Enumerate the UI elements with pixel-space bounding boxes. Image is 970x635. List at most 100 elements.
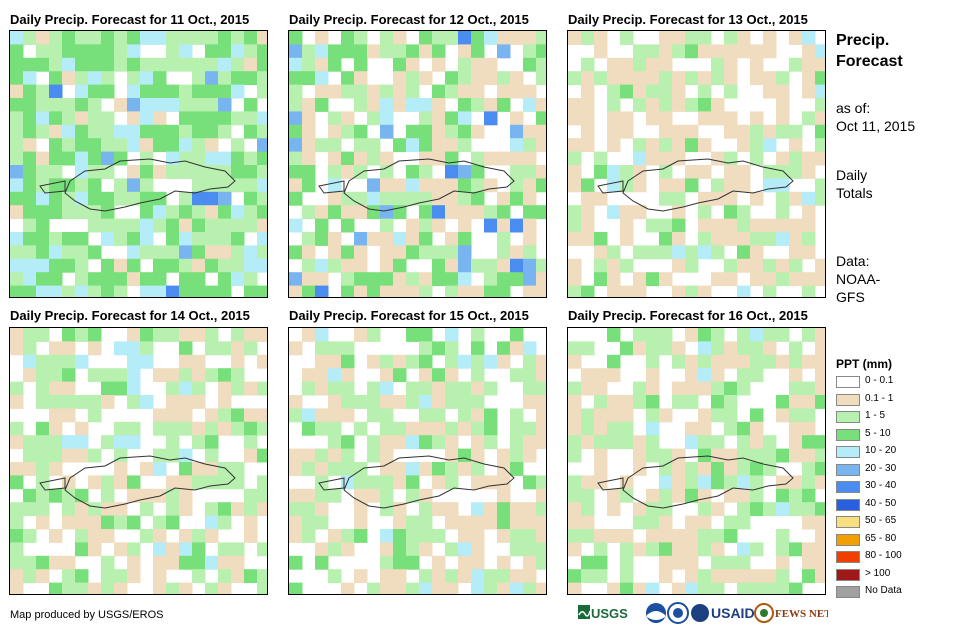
legend-swatch — [836, 586, 860, 598]
precip-cell — [289, 165, 303, 179]
precip-cell — [341, 71, 355, 86]
precip-cell — [620, 408, 634, 423]
precip-cell — [231, 178, 245, 193]
precip-cell — [10, 178, 24, 193]
precip-cell — [257, 488, 267, 503]
precip-cell — [62, 569, 76, 584]
precip-cell — [672, 178, 686, 193]
precip-cell — [75, 31, 89, 45]
precip-cell — [698, 328, 712, 342]
precip-cell — [633, 245, 647, 260]
precip-cell — [244, 285, 258, 297]
precip-cell — [10, 582, 24, 594]
precip-cell — [419, 435, 433, 450]
precip-cell — [802, 245, 816, 260]
legend-label: 0.1 - 1 — [865, 392, 894, 404]
precip-cell — [88, 515, 102, 530]
precip-cell — [205, 31, 219, 45]
precip-cell — [127, 341, 141, 356]
precip-cell — [659, 245, 673, 260]
precip-cell — [231, 421, 245, 436]
precip-cell — [750, 354, 764, 369]
precip-cell — [724, 124, 738, 139]
precip-cell — [10, 542, 24, 557]
precip-cell — [510, 448, 524, 463]
precip-cell — [620, 341, 634, 356]
precip-cell — [445, 151, 459, 166]
precip-cell — [380, 569, 394, 584]
precip-cell — [698, 582, 712, 594]
precip-cell — [406, 328, 420, 342]
precip-cell — [315, 448, 329, 463]
precip-cell — [620, 555, 634, 570]
precip-cell — [698, 31, 712, 45]
precip-cell — [244, 502, 258, 517]
precip-cell — [101, 31, 115, 45]
precip-cell — [36, 218, 50, 233]
precip-cell — [497, 488, 511, 503]
precip-cell — [127, 435, 141, 450]
precip-cell — [776, 502, 790, 517]
precip-cell — [49, 462, 63, 476]
precip-cell — [445, 258, 459, 273]
precip-cell — [315, 258, 329, 273]
precip-cell — [367, 232, 381, 246]
precip-cell — [607, 529, 621, 543]
precip-cell — [101, 44, 115, 59]
precip-cell — [815, 151, 825, 166]
precip-cell — [406, 542, 420, 557]
precip-cell — [218, 124, 232, 139]
precip-cell — [302, 165, 316, 179]
precip-cell — [815, 178, 825, 193]
precip-cell — [10, 569, 24, 584]
precip-cell — [166, 421, 180, 436]
precip-cell — [419, 395, 433, 409]
precip-cell — [10, 205, 24, 220]
precip-cell — [406, 178, 420, 193]
precip-cell — [218, 218, 232, 233]
precip-cell — [88, 178, 102, 193]
precip-cell — [380, 111, 394, 126]
precip-cell — [763, 44, 777, 59]
precip-cell — [568, 218, 582, 233]
precip-cell — [419, 328, 433, 342]
precip-cell — [419, 285, 433, 297]
precip-cell — [432, 408, 446, 423]
precip-cell — [153, 124, 167, 139]
precip-cell — [432, 462, 446, 476]
precip-cell — [244, 178, 258, 193]
precip-cell — [802, 31, 816, 45]
precip-cell — [88, 165, 102, 179]
forecast-map-3 — [567, 30, 826, 298]
precip-cell — [289, 272, 303, 287]
precip-cell — [672, 191, 686, 206]
precip-cell — [737, 285, 751, 297]
precip-cell — [244, 245, 258, 260]
precip-cell — [471, 98, 485, 112]
precip-cell — [218, 395, 232, 409]
precip-cell — [620, 232, 634, 246]
nasa-icon — [667, 602, 689, 624]
precip-cell — [218, 462, 232, 476]
precip-cell — [380, 395, 394, 409]
precip-cell — [497, 285, 511, 297]
precip-cell — [471, 582, 485, 594]
precip-cell — [633, 57, 647, 72]
precip-cell — [510, 71, 524, 86]
precip-cell — [289, 84, 303, 99]
precip-cell — [62, 178, 76, 193]
precip-cell — [776, 232, 790, 246]
precip-cell — [802, 542, 816, 557]
precip-cell — [393, 178, 407, 193]
precip-cell — [646, 57, 660, 72]
precip-cell — [166, 218, 180, 233]
precip-cell — [445, 205, 459, 220]
precip-cell — [698, 218, 712, 233]
precip-cell — [763, 272, 777, 287]
precip-cell — [536, 515, 546, 530]
precip-cell — [205, 408, 219, 423]
precip-cell — [244, 165, 258, 179]
precip-cell — [244, 435, 258, 450]
precip-cell — [737, 569, 751, 584]
precip-cell — [192, 71, 206, 86]
